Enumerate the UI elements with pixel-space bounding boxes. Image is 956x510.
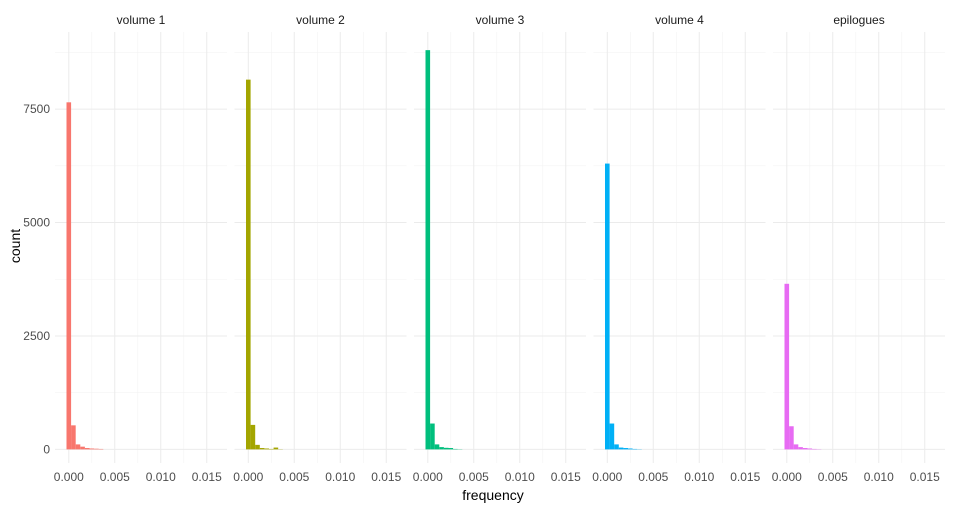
facet-panel: epilogues 0.000 0.005 0.010 0.015 (772, 13, 945, 484)
facet-strip-label: volume 4 (655, 13, 704, 27)
histogram-bar (259, 448, 265, 450)
x-tick-label: 0.000 (413, 470, 443, 484)
y-axis: 0 2500 5000 7500 (23, 102, 50, 456)
facet-panels: volume 1 0.000 0.005 0.010 0.015 volume 2 0.00… (54, 13, 945, 484)
facet-strip-label: volume 2 (296, 13, 345, 27)
histogram-bar (802, 448, 808, 450)
histogram-bar (250, 424, 256, 450)
histogram-bar (89, 448, 95, 450)
histogram-bar (798, 447, 803, 450)
y-axis-title: count (7, 229, 23, 263)
histogram-bar (789, 426, 794, 450)
x-tick-label: 0.000 (233, 470, 263, 484)
x-tick-label: 0.010 (325, 470, 355, 484)
x-tick-label: 0.010 (146, 470, 176, 484)
histogram-bar (245, 79, 251, 450)
histogram-bar (75, 444, 81, 450)
histogram-bar (439, 447, 444, 450)
histogram-bar (66, 102, 72, 450)
histogram-bar (604, 163, 610, 450)
histogram-bar (80, 446, 85, 450)
facet-panel: volume 3 0.000 0.005 0.010 0.015 (413, 13, 586, 484)
histogram-bar (784, 283, 790, 450)
histogram-bar (627, 448, 633, 450)
histogram-bar (264, 448, 269, 450)
histogram-bar (94, 448, 99, 450)
histogram-bar (71, 425, 76, 450)
x-tick-label: 0.000 (54, 470, 84, 484)
y-tick-label: 2500 (23, 329, 50, 343)
x-tick-label: 0.010 (684, 470, 714, 484)
histogram-bar (273, 447, 279, 450)
x-tick-label: 0.015 (910, 470, 940, 484)
x-tick-label: 0.015 (551, 470, 581, 484)
x-tick-label: 0.000 (592, 470, 622, 484)
x-tick-label: 0.005 (279, 470, 309, 484)
histogram-bar (618, 447, 624, 450)
y-tick-label: 7500 (23, 102, 50, 116)
x-tick-label: 0.010 (864, 470, 894, 484)
facet-panel: volume 4 0.000 0.005 0.010 0.015 (592, 13, 766, 484)
x-tick-label: 0.005 (100, 470, 130, 484)
facet-strip-label: volume 1 (117, 13, 166, 27)
x-axis-title: frequency (462, 487, 523, 503)
histogram-bar (255, 444, 260, 450)
facet-panel: volume 1 0.000 0.005 0.010 0.015 (54, 13, 227, 484)
histogram-bar (430, 423, 435, 450)
histogram-bar (434, 444, 440, 450)
histogram-bar (84, 448, 90, 450)
x-tick-label: 0.005 (459, 470, 489, 484)
x-tick-label: 0.015 (192, 470, 222, 484)
histogram-bar (807, 448, 813, 450)
x-tick-label: 0.010 (505, 470, 535, 484)
histogram-bar (609, 423, 615, 450)
x-tick-label: 0.015 (730, 470, 760, 484)
facet-panel: volume 2 0.000 0.005 0.010 0.015 (233, 13, 407, 484)
histogram-bar (448, 448, 454, 450)
facet-strip-label: volume 3 (476, 13, 525, 27)
histogram-bar (425, 50, 431, 450)
histogram-bar (793, 444, 799, 450)
x-tick-label: 0.005 (638, 470, 668, 484)
facet-strip-label: epilogues (833, 13, 884, 27)
histogram-bar (614, 444, 619, 450)
histogram-bar (443, 447, 449, 450)
x-tick-label: 0.000 (772, 470, 802, 484)
x-tick-label: 0.015 (371, 470, 401, 484)
x-tick-label: 0.005 (818, 470, 848, 484)
histogram-bar (623, 448, 628, 450)
y-tick-label: 0 (43, 442, 50, 456)
y-tick-label: 5000 (23, 216, 50, 230)
